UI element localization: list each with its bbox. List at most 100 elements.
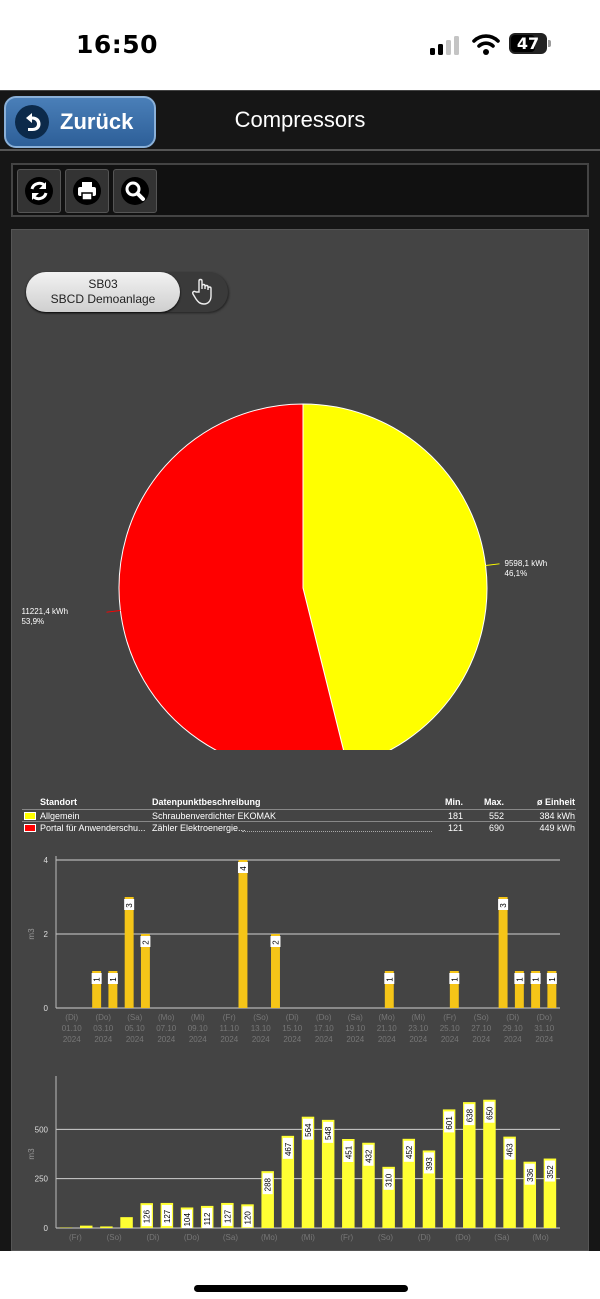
- legend-table: Standort Datenpunktbeschreibung Min. Max…: [22, 796, 576, 835]
- legend-header-location: Standort: [40, 797, 77, 807]
- bar-label-bg: [383, 1168, 394, 1190]
- legend-min: 121: [447, 823, 463, 833]
- legend-header-min: Min.: [445, 797, 463, 807]
- bar[interactable]: [547, 971, 557, 1008]
- legend-location: Portal für Anwenderschu...: [40, 823, 146, 833]
- print-icon: [73, 177, 101, 205]
- x-tick-label: 2024: [157, 1035, 175, 1044]
- bar-label-bg: [182, 1209, 193, 1228]
- print-button[interactable]: [65, 169, 109, 213]
- status-time: 16:50: [76, 30, 159, 59]
- bar-value-label: 548: [324, 1126, 333, 1140]
- bar[interactable]: [483, 1099, 496, 1228]
- y-axis-label: m3: [27, 928, 36, 940]
- legend-dotted-leader: [242, 831, 432, 832]
- report-panel: SB03 SBCD Demoanlage 9598,1 kWh 46,1% 1122…: [11, 229, 589, 1251]
- bar[interactable]: [281, 1135, 295, 1228]
- bar-value-label: 3: [125, 903, 134, 908]
- bar-value-label: 1: [548, 977, 557, 982]
- bar[interactable]: [120, 1217, 133, 1228]
- bar-chart-daily-small: 0 2 4 m3 1 1 3 2 4 2 1 1 3 1 1 1 (Di) 01.10 2024 (Do) 03.10 2…: [27, 856, 560, 1044]
- x-tick-label: (Sa): [223, 1233, 238, 1242]
- bar-value-label: 1: [515, 977, 524, 982]
- legend-row[interactable]: Portal für Anwenderschu... Zähler Elektr…: [22, 822, 576, 835]
- x-tick-label: (Do): [316, 1013, 332, 1022]
- bar[interactable]: [79, 1225, 93, 1228]
- x-tick-label: 2024: [472, 1035, 490, 1044]
- refresh-button[interactable]: [17, 169, 61, 213]
- legend-location: Allgemein: [40, 811, 80, 821]
- x-tick-label: 2024: [189, 1035, 207, 1044]
- x-tick-label: (So): [378, 1233, 393, 1242]
- search-button[interactable]: [113, 169, 157, 213]
- bar[interactable]: [140, 934, 150, 1008]
- bar-label-bg: [91, 973, 102, 984]
- bar[interactable]: [463, 1102, 476, 1228]
- x-tick-label: 13.10: [251, 1024, 272, 1033]
- bar-label-bg: [242, 1206, 253, 1228]
- bar[interactable]: [442, 1109, 456, 1228]
- x-tick-label: (Mi): [301, 1233, 315, 1242]
- selector-line-1: SB03: [88, 277, 118, 291]
- bar[interactable]: [514, 971, 524, 1008]
- bar-value-label: 120: [244, 1211, 253, 1225]
- search-icon: [121, 177, 149, 205]
- legend-header-max: Max.: [483, 797, 504, 807]
- x-tick-label: (So): [253, 1013, 268, 1022]
- bar[interactable]: [238, 860, 248, 1008]
- bar[interactable]: [100, 1226, 113, 1228]
- bar[interactable]: [124, 897, 134, 1008]
- bar[interactable]: [271, 934, 280, 1008]
- x-tick-label: (Mi): [411, 1013, 425, 1022]
- x-tick-label: 2024: [346, 1035, 364, 1044]
- bar-label-bg: [384, 973, 395, 984]
- bar[interactable]: [301, 1116, 315, 1228]
- x-tick-label: (Fr): [340, 1233, 353, 1242]
- hand-pointer-icon[interactable]: [190, 276, 218, 306]
- pie-value-label: 11221,4 kWh: [21, 607, 68, 616]
- legend-row[interactable]: Allgemein Schraubenverdichter EKOMAK 181…: [22, 809, 576, 822]
- x-tick-label: 2024: [315, 1035, 333, 1044]
- x-tick-label: (Mi): [191, 1013, 205, 1022]
- bar[interactable]: [449, 971, 459, 1008]
- bar[interactable]: [108, 971, 118, 1008]
- location-selector-button[interactable]: SB03 SBCD Demoanlage: [26, 272, 180, 312]
- x-tick-label: (Mo): [379, 1013, 396, 1022]
- bar-value-label: 4: [239, 866, 248, 871]
- x-tick-label: 23.10: [408, 1024, 429, 1033]
- bar-label-bg: [140, 936, 151, 947]
- bar-label-bg: [270, 936, 281, 947]
- x-tick-label: 2024: [126, 1035, 144, 1044]
- legend-swatch-yellow: [24, 812, 36, 820]
- bar-value-label: 463: [506, 1143, 515, 1157]
- bar-label-bg: [544, 1160, 555, 1182]
- pie-slice[interactable]: [302, 403, 488, 750]
- bar-value-label: 2: [271, 940, 280, 945]
- legend-max: 690: [488, 823, 504, 833]
- x-tick-label: (Mo): [532, 1233, 549, 1242]
- bar[interactable]: [531, 971, 541, 1008]
- content-area: SB03 SBCD Demoanlage 9598,1 kWh 46,1% 1122…: [0, 151, 600, 1251]
- bar-label-bg: [524, 1163, 535, 1185]
- bar[interactable]: [498, 897, 508, 1008]
- y-axis-label: m3: [27, 1148, 36, 1160]
- x-tick-label: 2024: [63, 1035, 81, 1044]
- y-tick-label: 2: [44, 930, 49, 939]
- bar[interactable]: [384, 971, 394, 1008]
- bar-value-label: 2: [141, 940, 150, 945]
- back-button[interactable]: Zurück: [4, 96, 156, 148]
- bar-label-bg: [449, 973, 460, 984]
- legend-avg: 449 kWh: [539, 823, 575, 833]
- bar-value-label: 288: [264, 1177, 273, 1191]
- toolbar: [11, 163, 589, 217]
- bar[interactable]: [92, 971, 102, 1008]
- bar[interactable]: [321, 1119, 335, 1228]
- bar-label-bg: [423, 1152, 434, 1174]
- x-tick-label: 03.10: [93, 1024, 114, 1033]
- x-tick-label: 2024: [283, 1035, 301, 1044]
- bar-value-label: 310: [385, 1173, 394, 1187]
- bar-label-bg: [124, 899, 135, 910]
- x-tick-label: (Di): [146, 1233, 159, 1242]
- selector-line-2: SBCD Demoanlage: [50, 292, 156, 306]
